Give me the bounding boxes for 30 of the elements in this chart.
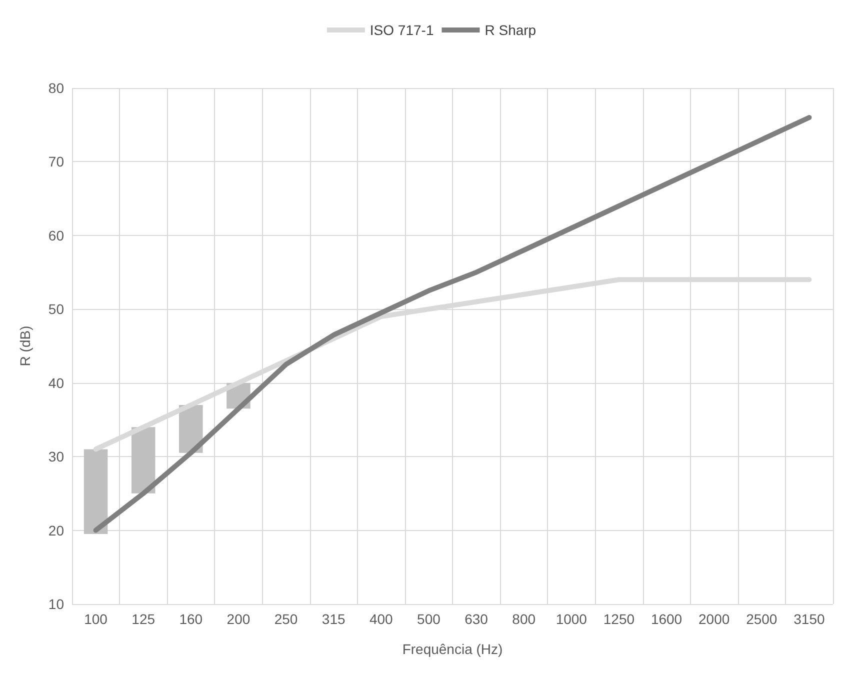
y-tick-label: 60 [48,227,64,244]
x-tick-label: 500 [417,611,441,627]
x-tick-label: 250 [274,611,298,627]
x-tick-label: 630 [464,611,488,627]
y-tick-label: 50 [48,301,64,318]
x-tick-label: 160 [179,611,203,627]
y-axis-title: R (dB) [17,326,33,366]
y-tick-label: 30 [48,448,64,465]
x-tick-label: 100 [84,611,108,627]
y-tick-label: 10 [48,596,64,612]
x-tick-label: 2000 [698,611,730,627]
x-tick-label: 3150 [794,611,825,627]
y-tick-label: 80 [48,80,64,96]
bar [131,427,156,494]
x-tick-label: 125 [132,611,156,627]
bar [84,449,108,534]
x-tick-label: 1600 [650,611,682,627]
x-tick-label: 200 [226,611,250,627]
y-tick-label: 40 [48,374,64,391]
x-tick-label: 400 [369,611,394,627]
x-tick-label: 800 [512,611,536,627]
y-tick-label: 70 [48,154,64,170]
x-axis-title: Frequência (Hz) [402,641,503,657]
x-tick-label: 1000 [556,611,588,627]
x-tick-label: 315 [322,611,346,627]
legend-label: ISO 717-1 [370,22,434,38]
x-tick-label: 1250 [603,611,635,627]
y-tick-label: 20 [48,522,64,538]
legend-label: R Sharp [484,22,536,38]
x-tick-label: 2500 [746,611,778,627]
